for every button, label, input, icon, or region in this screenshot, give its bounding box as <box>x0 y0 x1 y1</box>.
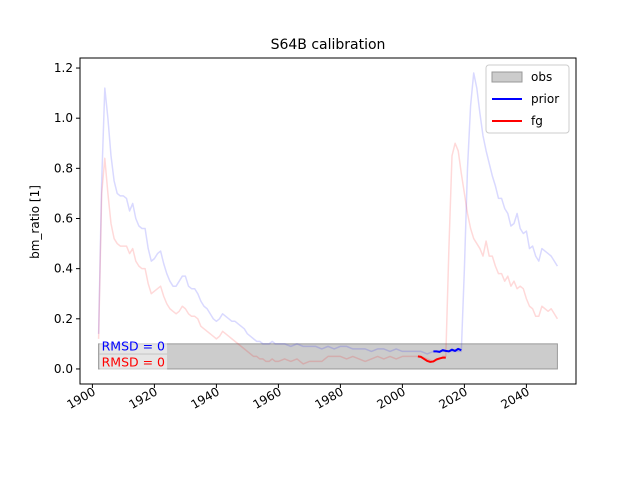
series-line-fg-highlight <box>417 355 446 363</box>
y-tick-label: 0.6 <box>54 211 73 225</box>
y-tick-label: 1.2 <box>54 61 73 75</box>
y-tick-label: 0.8 <box>54 161 73 175</box>
legend-label-fg: fg <box>531 114 543 128</box>
rmsd-annotation-background <box>99 354 168 370</box>
rmsd-annotation-1: RMSD = 0 <box>102 338 165 353</box>
series-line-fg-faded <box>97 142 559 365</box>
legend-swatch-obs <box>491 71 523 83</box>
legend-label-prior: prior <box>531 92 559 106</box>
series-line-prior-faded <box>97 72 559 355</box>
y-axis-label: bm_ratio [1] <box>28 185 42 259</box>
legend: obs prior fg <box>485 64 570 134</box>
chart-title: S64B calibration <box>271 37 386 53</box>
rmsd-annotation-2: RMSD = 0 <box>102 355 165 370</box>
legend-label-obs: obs <box>531 70 552 84</box>
axes-frame <box>79 57 577 385</box>
obs-band <box>98 343 558 370</box>
y-tick-label: 0.4 <box>54 262 73 276</box>
y-tick-label: 0.0 <box>54 362 73 376</box>
series-line-prior-highlight <box>433 347 462 353</box>
rmsd-annotation-background <box>99 338 168 354</box>
y-tick-label: 1.0 <box>54 111 73 125</box>
y-tick-label: 0.2 <box>54 312 73 326</box>
